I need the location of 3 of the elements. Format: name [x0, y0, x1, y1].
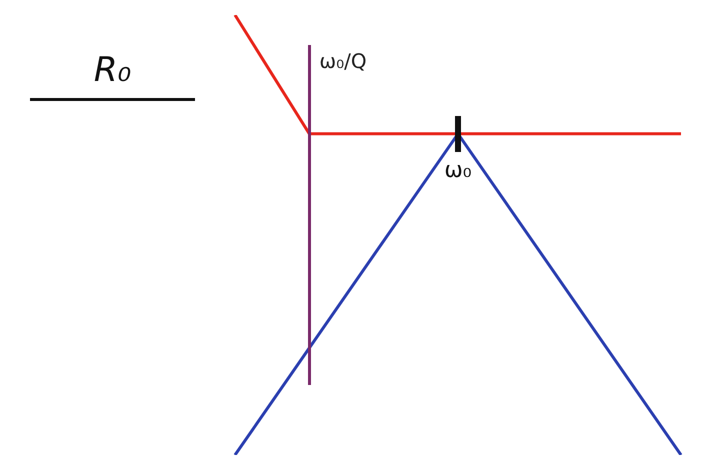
y-axis-title: ω₀/Q: [319, 49, 367, 73]
annotation: ω₀: [444, 158, 472, 183]
text: R₀: [30, 50, 195, 101]
